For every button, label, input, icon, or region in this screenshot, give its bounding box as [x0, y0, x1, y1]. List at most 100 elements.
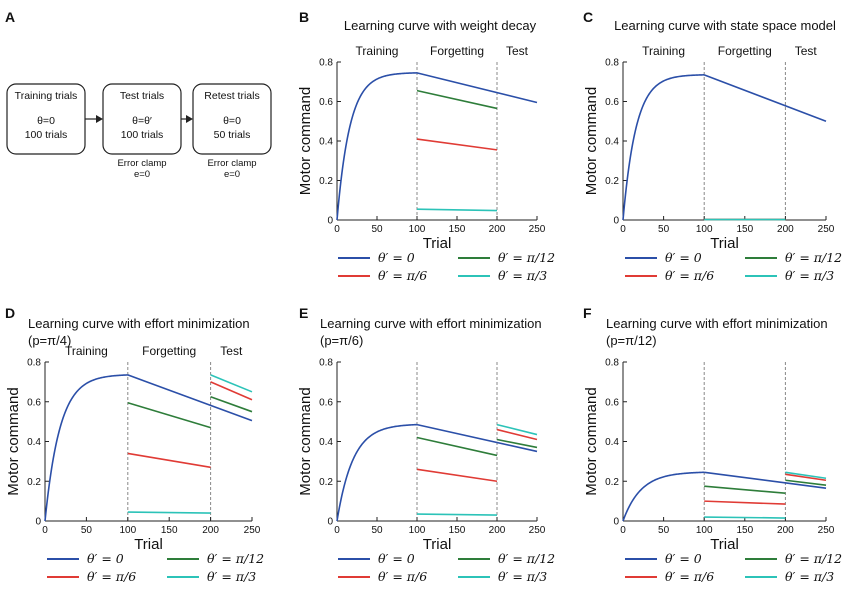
x-tick-label: 50	[371, 224, 383, 235]
x-tick-label: 0	[620, 224, 626, 235]
y-tick-label: 0.8	[605, 58, 619, 69]
series-line	[496, 423, 538, 436]
chart-title: (p=π/6)	[320, 333, 363, 348]
series-line	[496, 438, 538, 449]
series-line	[622, 471, 705, 522]
diagram-note: Error clamp	[117, 158, 166, 169]
y-tick-label: 0.8	[319, 58, 333, 69]
series-line	[210, 381, 253, 401]
y-tick-label: 0.8	[319, 358, 333, 369]
x-tick-label: 100	[696, 525, 713, 536]
diagram-box-condition: θ=θ′	[132, 115, 152, 127]
y-tick-label: 0.6	[605, 97, 619, 108]
legend-label: θ′ = π/3	[498, 569, 547, 584]
y-axis-label: Motor command	[297, 87, 314, 195]
chart-panel-B: B Learning curve with weight decay Trainin…	[297, 9, 555, 283]
y-tick-label: 0.4	[605, 137, 619, 148]
x-axis-label: Trial	[710, 235, 739, 252]
panel-label-F: F	[583, 305, 592, 321]
x-axis-label: Trial	[423, 536, 452, 553]
chart-title: Learning curve with effort minimization	[606, 316, 828, 331]
y-tick-label: 0.8	[605, 358, 619, 369]
y-tick-label: 0.2	[319, 477, 333, 488]
x-tick-label: 100	[409, 525, 426, 536]
x-tick-label: 150	[736, 525, 753, 536]
chart-title: Learning curve with weight decay	[344, 18, 537, 33]
series-line	[336, 423, 418, 522]
chart-title: (p=π/12)	[606, 333, 657, 348]
y-tick-label: 0.2	[605, 477, 619, 488]
y-tick-label: 0.6	[27, 397, 41, 408]
x-tick-label: 100	[409, 224, 426, 235]
legend-label: θ′ = π/12	[498, 250, 555, 265]
x-tick-label: 0	[620, 525, 626, 536]
series-line	[704, 471, 827, 490]
legend-label: θ′ = 0	[378, 250, 415, 265]
diagram-note: Error clamp	[207, 158, 256, 169]
series-line	[704, 485, 786, 494]
diagram-box-count: 100 trials	[25, 129, 68, 141]
panel-label-A: A	[5, 9, 15, 25]
series-line	[127, 401, 211, 429]
y-tick-label: 0.4	[319, 437, 333, 448]
panel-label-D: D	[5, 305, 15, 321]
y-axis-label: Motor command	[583, 87, 600, 195]
legend-label: θ′ = π/12	[785, 551, 842, 566]
series-line	[416, 72, 538, 104]
legend-label: θ′ = π/6	[378, 268, 427, 283]
diagram-box-title: Training trials	[15, 90, 78, 102]
legend-label: θ′ = π/6	[87, 569, 136, 584]
y-tick-label: 0.4	[27, 437, 41, 448]
y-tick-label: 0.2	[27, 477, 41, 488]
series-line	[416, 89, 498, 110]
legend-label: θ′ = π/12	[785, 250, 842, 265]
legend-label: θ′ = π/6	[378, 569, 427, 584]
x-axis-label: Trial	[134, 536, 163, 553]
series-line	[416, 138, 498, 151]
diagram-box-count: 100 trials	[121, 129, 164, 141]
x-tick-label: 200	[202, 525, 219, 536]
panel-label-C: C	[583, 9, 593, 25]
y-axis-label: Motor command	[583, 387, 600, 495]
phase-label: Forgetting	[718, 44, 772, 58]
legend-label: θ′ = 0	[665, 551, 702, 566]
y-tick-label: 0.6	[605, 397, 619, 408]
training-box: Training trials θ=0 100 trials	[6, 83, 86, 155]
legend-label: θ′ = π/3	[785, 569, 834, 584]
x-tick-label: 150	[736, 224, 753, 235]
series-line	[785, 479, 827, 487]
x-tick-label: 250	[818, 525, 835, 536]
legend-label: θ′ = π/6	[665, 268, 714, 283]
x-tick-label: 50	[371, 525, 383, 536]
y-tick-label: 0.6	[319, 97, 333, 108]
chart-title: Learning curve with effort minimization	[320, 316, 542, 331]
phase-label: Training	[642, 44, 685, 58]
chart-panel-D: D Learning curve with effort minimization…	[5, 305, 264, 584]
phase-label: Test	[795, 44, 818, 58]
y-tick-label: 0.2	[605, 176, 619, 187]
legend-label: θ′ = π/3	[498, 268, 547, 283]
legend-label: θ′ = π/3	[785, 268, 834, 283]
x-tick-label: 200	[777, 224, 794, 235]
y-tick-label: 0.4	[605, 437, 619, 448]
series-line	[785, 473, 827, 482]
series-line	[704, 500, 786, 505]
series-line	[496, 428, 538, 441]
series-line	[416, 468, 498, 483]
x-tick-label: 150	[449, 525, 466, 536]
y-tick-label: 0.2	[319, 176, 333, 187]
y-tick-label: 0	[613, 216, 619, 227]
y-tick-label: 0.6	[319, 397, 333, 408]
x-tick-label: 50	[658, 224, 670, 235]
series-line	[127, 452, 211, 469]
x-tick-label: 200	[777, 525, 794, 536]
phase-label: Test	[506, 44, 529, 58]
diagram-box-title: Retest trials	[204, 90, 259, 102]
chart-panel-F: F Learning curve with effort minimization…	[583, 305, 842, 584]
x-tick-label: 100	[119, 525, 136, 536]
series-line	[416, 208, 498, 212]
legend-label: θ′ = π/12	[207, 551, 264, 566]
